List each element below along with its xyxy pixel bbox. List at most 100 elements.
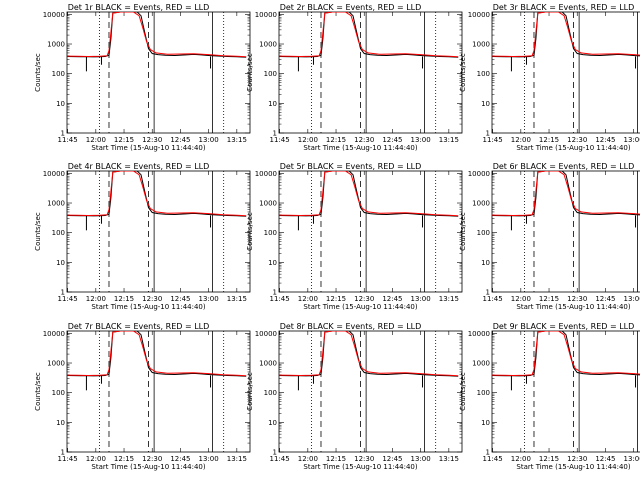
- series-line-lld: [67, 12, 247, 58]
- y-axis-label: Counts/sec: [34, 212, 42, 251]
- series-line-lld: [67, 331, 247, 377]
- y-axis-label: Counts/sec: [246, 372, 254, 411]
- plot-frame: [66, 170, 251, 293]
- x-tick-label: 12:30: [354, 455, 374, 463]
- series-line-events: [279, 12, 459, 58]
- panel-title: Det 1r BLACK = Events, RED = LLD: [68, 3, 210, 12]
- x-tick-label: 12:15: [114, 455, 134, 463]
- y-tick-label: 1: [486, 289, 490, 297]
- x-tick-label: 13:15: [227, 295, 247, 303]
- panel-2: Det 2r BLACK = Events, RED = LLD 1 10 100 10…: [246, 3, 463, 152]
- x-tick-label: 12:30: [142, 136, 162, 144]
- panel-9: Det 9r BLACK = Events, RED = LLD 1 10 100 10…: [459, 322, 640, 471]
- y-tick-label: 10000: [255, 11, 277, 19]
- x-tick-label: 12:30: [354, 136, 374, 144]
- y-tick-label: 1: [61, 130, 65, 138]
- y-axis-label: Counts/sec: [246, 212, 254, 251]
- y-tick-label: 1000: [472, 200, 490, 208]
- x-tick-label: 12:00: [86, 455, 106, 463]
- x-tick-label: 13:00: [411, 136, 431, 144]
- x-tick-label: 12:15: [114, 136, 134, 144]
- x-tick-label: 13:15: [227, 136, 247, 144]
- x-tick-label: 12:15: [326, 455, 346, 463]
- x-tick-label: 12:15: [326, 295, 346, 303]
- series-line-events: [492, 171, 640, 217]
- x-tick-label: 13:00: [199, 136, 219, 144]
- y-tick-label: 1000: [259, 200, 277, 208]
- panel-3: Det 3r BLACK = Events, RED = LLD 1 10 100 10…: [459, 3, 640, 152]
- plot-frame: [66, 11, 251, 134]
- y-tick-label: 1: [61, 449, 65, 457]
- x-tick-label: 11:45: [270, 136, 290, 144]
- y-tick-label: 1000: [47, 41, 65, 49]
- x-tick-label: 12:30: [567, 295, 587, 303]
- series-line-events: [279, 171, 459, 217]
- plot-frame: [278, 11, 463, 134]
- x-tick-label: 13:00: [624, 136, 640, 144]
- series-group: [492, 331, 640, 391]
- y-axis-label: Counts/sec: [246, 53, 254, 92]
- y-tick-label: 10: [481, 419, 490, 427]
- panels-layer: Det 1r BLACK = Events, RED = LLD 1 10 100 10…: [34, 3, 640, 471]
- y-tick-label: 1000: [472, 41, 490, 49]
- x-tick-label: 12:00: [298, 455, 318, 463]
- y-tick-label: 100: [264, 389, 277, 397]
- x-tick-label: 12:00: [511, 455, 531, 463]
- y-tick-label: 10000: [43, 330, 65, 338]
- x-tick-label: 12:15: [114, 295, 134, 303]
- series-line-lld: [492, 331, 640, 377]
- y-axis-label: Counts/sec: [34, 372, 42, 411]
- series-group: [279, 171, 459, 231]
- y-tick-label: 100: [477, 70, 490, 78]
- y-tick-label: 1: [61, 289, 65, 297]
- y-tick-label: 100: [264, 70, 277, 78]
- y-tick-label: 10000: [43, 11, 65, 19]
- y-tick-label: 10000: [43, 170, 65, 178]
- series-line-events: [67, 331, 247, 377]
- y-tick-label: 10: [481, 259, 490, 267]
- x-tick-label: 13:00: [411, 455, 431, 463]
- x-tick-label: 11:45: [58, 295, 78, 303]
- y-axis-label: Counts/sec: [34, 53, 42, 92]
- y-tick-label: 1000: [47, 360, 65, 368]
- x-axis-label: Start Time (15-Aug-10 11:44:40): [516, 144, 630, 152]
- x-tick-label: 13:15: [227, 455, 247, 463]
- x-tick-label: 13:00: [624, 455, 640, 463]
- series-line-lld: [279, 331, 459, 377]
- x-tick-label: 12:00: [511, 295, 531, 303]
- x-axis-label: Start Time (15-Aug-10 11:44:40): [91, 463, 205, 471]
- y-tick-label: 1000: [259, 41, 277, 49]
- x-tick-label: 12:45: [382, 455, 402, 463]
- x-tick-label: 13:00: [199, 455, 219, 463]
- panel-7: Det 7r BLACK = Events, RED = LLD 1 10 100 10…: [34, 322, 251, 471]
- x-tick-label: 12:00: [511, 136, 531, 144]
- x-tick-label: 12:30: [567, 455, 587, 463]
- x-axis-label: Start Time (15-Aug-10 11:44:40): [303, 144, 417, 152]
- series-line-lld: [492, 12, 640, 58]
- x-axis-label: Start Time (15-Aug-10 11:44:40): [516, 303, 630, 311]
- x-axis-label: Start Time (15-Aug-10 11:44:40): [303, 303, 417, 311]
- y-axis-label: Counts/sec: [459, 372, 467, 411]
- panel-1: Det 1r BLACK = Events, RED = LLD 1 10 100 10…: [34, 3, 251, 152]
- x-tick-label: 12:45: [382, 295, 402, 303]
- y-tick-label: 10: [56, 259, 65, 267]
- y-tick-label: 1: [273, 130, 277, 138]
- panel-title: Det 7r BLACK = Events, RED = LLD: [68, 322, 210, 331]
- series-line-lld: [67, 171, 247, 217]
- x-tick-label: 12:45: [595, 295, 615, 303]
- series-line-lld: [279, 12, 459, 58]
- x-tick-label: 13:15: [439, 295, 459, 303]
- panel-title: Det 6r BLACK = Events, RED = LLD: [493, 162, 635, 171]
- panel-title: Det 2r BLACK = Events, RED = LLD: [280, 3, 422, 12]
- y-tick-label: 10: [56, 419, 65, 427]
- series-line-lld: [279, 171, 459, 217]
- plot-frame: [66, 330, 251, 453]
- x-tick-label: 11:45: [58, 136, 78, 144]
- y-tick-label: 1: [273, 449, 277, 457]
- x-tick-label: 11:45: [483, 295, 503, 303]
- plot-frame: [491, 11, 640, 134]
- y-tick-label: 100: [477, 229, 490, 237]
- panel-6: Det 6r BLACK = Events, RED = LLD 1 10 100 10…: [459, 162, 640, 311]
- panel-4: Det 4r BLACK = Events, RED = LLD 1 10 100 10…: [34, 162, 251, 311]
